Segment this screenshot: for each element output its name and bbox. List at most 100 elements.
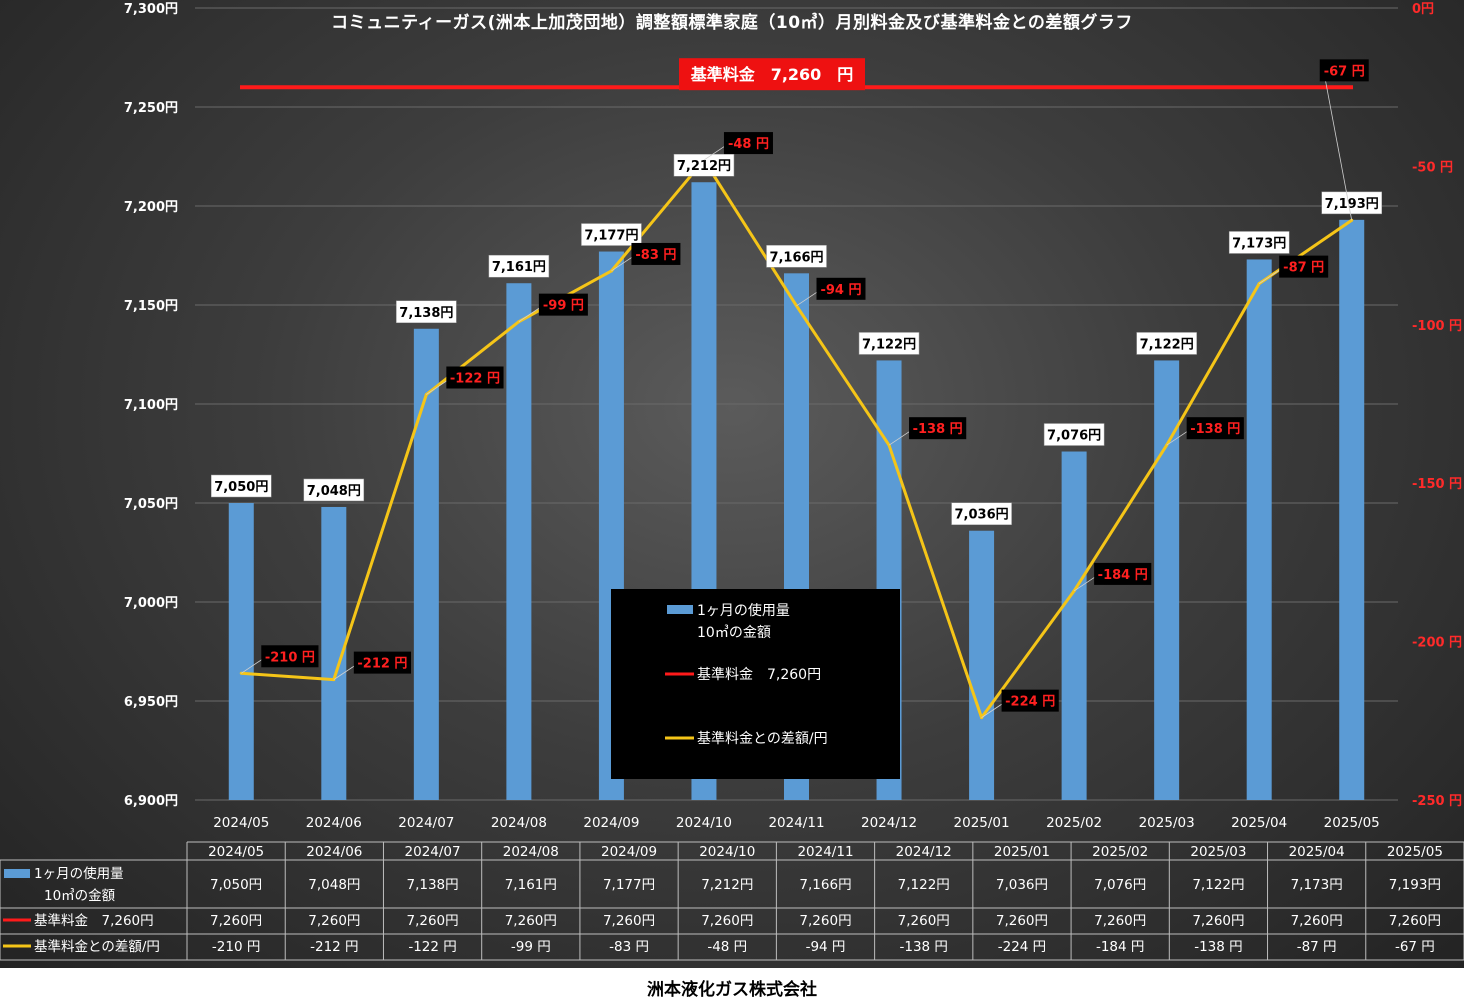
diff-value-label: -184 円 — [1073, 562, 1152, 592]
bar-value-box — [1043, 423, 1105, 446]
diff-value-label: -99 円 — [518, 293, 588, 322]
bar — [228, 503, 254, 800]
y-left-tick-label: 6,950円 — [124, 695, 178, 710]
bar-value-text: 7,173円 — [1232, 236, 1286, 251]
bar-value-text: 7,177円 — [584, 229, 638, 244]
diff-value-box — [353, 651, 412, 674]
table-cell: -138 円 — [900, 939, 948, 955]
y-right-tick-label: -50 円 — [1412, 160, 1453, 175]
bar-value-label: 7,193円 — [1321, 191, 1382, 215]
diff-value-box — [723, 132, 773, 155]
diff-value-text: -138 円 — [913, 422, 963, 437]
diff-value-label: -122 円 — [426, 366, 504, 395]
table-row-header: 10㎥の金額 — [44, 888, 115, 904]
chart-title: コミュニティーガス(洲本上加茂団地）調整額標準家庭（10㎥）月別料金及び基準料金… — [331, 13, 1133, 33]
diff-value-box — [1186, 417, 1244, 440]
table-header-cell: 2024/08 — [503, 844, 559, 860]
x-category-label: 2024/08 — [491, 815, 547, 831]
table-cell: -94 円 — [806, 939, 846, 955]
legend-label: 10㎥の金額 — [697, 625, 771, 641]
bar-value-text: 7,050円 — [214, 480, 268, 495]
table-cell: -138 円 — [1194, 939, 1242, 955]
data-table: 2024/05 2024/06 2024/07 2024/08 2024/09 2024/… — [0, 841, 1464, 961]
diff-value-box — [538, 293, 588, 316]
diff-value-box — [1319, 59, 1369, 82]
table-cell: 7,138円 — [406, 877, 458, 893]
bar-value-box — [303, 478, 365, 502]
table-cell: -48 円 — [707, 939, 747, 955]
table-cell: 7,166円 — [799, 877, 851, 893]
diff-value-label: -94 円 — [796, 277, 866, 307]
table-cell: 7,036円 — [996, 877, 1048, 893]
y-left-tick-label: 7,100円 — [124, 398, 178, 413]
table-cell: 7,260円 — [308, 913, 360, 929]
y-right-tick-label: -250 円 — [1412, 794, 1462, 809]
diff-value-text: -210 円 — [265, 650, 315, 665]
table-cell: 7,177円 — [603, 877, 655, 893]
diff-value-label: -67 円 — [1319, 59, 1369, 221]
x-category-label: 2024/05 — [213, 815, 269, 831]
bar-value-label: 7,050円 — [211, 474, 272, 498]
bar-value-label: 7,212円 — [673, 153, 735, 177]
diff-value-label: -87 円 — [1258, 255, 1329, 284]
diff-value-text: -212 円 — [357, 657, 407, 672]
table-cell: 7,260円 — [210, 913, 262, 929]
table-swatch-bar — [4, 869, 30, 878]
table-cell: -87 円 — [1297, 939, 1337, 955]
bar-value-text: 7,161円 — [492, 260, 546, 275]
bar-value-box — [951, 502, 1012, 525]
diff-value-box — [1094, 562, 1152, 585]
table-cell: -224 円 — [998, 939, 1046, 955]
bar-value-label: 7,048円 — [303, 478, 365, 502]
bar-value-box — [211, 474, 272, 498]
legend-label: 基準料金との差額/円 — [697, 730, 828, 747]
table-cell: -67 円 — [1395, 939, 1435, 955]
table-cell: 7,260円 — [799, 913, 851, 929]
x-category-label: 2025/02 — [1046, 815, 1102, 831]
y-left-tick-label: 6,900円 — [124, 794, 178, 809]
diff-value-box — [1001, 689, 1059, 712]
table-cell: 7,260円 — [996, 913, 1048, 929]
diff-value-label: -83 円 — [611, 242, 681, 272]
diff-value-box — [446, 366, 504, 389]
y-right-tick-label: -100 円 — [1412, 319, 1462, 334]
legend-label: 基準料金 7,260円 — [697, 666, 821, 683]
x-category-label: 2024/06 — [306, 815, 362, 831]
table-cell: 7,260円 — [406, 913, 458, 929]
bar-value-text: 7,036円 — [955, 508, 1009, 523]
bar-value-box — [1321, 191, 1382, 215]
table-cell: 7,260円 — [1291, 913, 1343, 929]
bar-value-box — [766, 245, 827, 268]
table-header-cell: 2024/10 — [699, 844, 755, 860]
bar-value-box — [858, 332, 920, 355]
table-cell: 7,260円 — [701, 913, 753, 929]
table-row-header: 基準料金との差額/円 — [34, 938, 160, 955]
table-header-cell: 2025/04 — [1289, 844, 1345, 860]
table-cell: -99 円 — [511, 939, 551, 955]
table-cell: 7,122円 — [898, 877, 950, 893]
diff-value-text: -94 円 — [820, 283, 861, 298]
table-header-cell: 2024/05 — [208, 844, 264, 860]
table-cell: 7,050円 — [210, 877, 262, 893]
diff-value-box — [816, 277, 866, 300]
x-category-label: 2024/11 — [768, 815, 824, 831]
table-header-cell: 2025/02 — [1092, 844, 1148, 860]
combo-chart: 6,900円 6,950円 7,000円 7,050円 7,100円 7,150円 7,20… — [0, 2, 1464, 961]
bar-value-label: 7,122円 — [858, 332, 920, 355]
table-cell: 7,260円 — [1094, 913, 1146, 929]
table-cell: 7,260円 — [603, 913, 655, 929]
bar-value-box — [1136, 332, 1197, 355]
x-category-label: 2025/03 — [1139, 815, 1195, 831]
table-row-header: 1ヶ月の使用量 — [34, 865, 124, 882]
diff-value-text: -67 円 — [1324, 64, 1365, 79]
table-cell: 7,260円 — [898, 913, 950, 929]
diff-value-box — [909, 417, 967, 440]
y-right-tick-label: -150 円 — [1412, 477, 1462, 492]
diff-value-label: -138 円 — [888, 417, 967, 446]
table-header-cell: 2024/07 — [405, 844, 461, 860]
table-cell: 7,212円 — [701, 877, 753, 893]
leader-line — [1323, 71, 1353, 221]
bar — [413, 328, 439, 800]
table-cell: 7,122円 — [1192, 877, 1244, 893]
table-header-cell: 2024/06 — [306, 844, 362, 860]
